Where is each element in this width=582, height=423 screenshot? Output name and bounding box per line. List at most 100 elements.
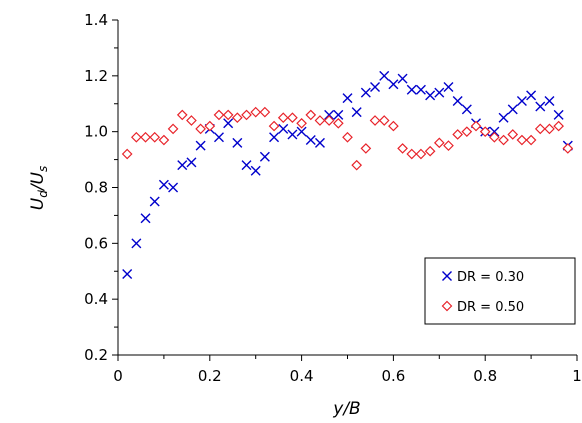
data-point-diamond	[351, 159, 363, 171]
data-point-x	[168, 182, 179, 193]
data-point-x	[535, 101, 546, 112]
data-point-x	[434, 87, 445, 98]
data-point-diamond	[176, 109, 188, 121]
data-point-x	[544, 95, 555, 106]
series-layer	[121, 70, 574, 280]
y-tick-label: 0.2	[84, 346, 108, 364]
data-point-diamond	[213, 109, 225, 121]
data-point-diamond	[415, 148, 427, 160]
data-point-x	[213, 132, 224, 143]
x-tick-label: 0.2	[198, 367, 222, 385]
data-point-diamond	[525, 134, 537, 146]
legend-marker-x	[442, 271, 452, 281]
data-point-x	[314, 137, 325, 148]
data-point-x	[259, 151, 270, 162]
y-axis: 0.2 0.4 0.6 0.8 1.0 1.2 1.4	[84, 11, 119, 364]
data-point-x	[158, 179, 169, 190]
series-1	[121, 106, 574, 171]
x-tick-label: 0.6	[381, 367, 405, 385]
data-point-diamond	[397, 143, 408, 154]
y-tick-label: 0.8	[84, 179, 108, 197]
data-point-x	[232, 137, 243, 148]
data-point-x	[195, 140, 206, 151]
data-point-diamond	[241, 109, 252, 121]
data-point-diamond	[305, 109, 317, 121]
data-point-diamond	[158, 134, 170, 146]
data-point-diamond	[544, 123, 555, 135]
data-point-diamond	[287, 112, 298, 124]
data-point-x	[379, 70, 390, 81]
data-point-x	[498, 112, 509, 123]
data-point-diamond	[461, 126, 473, 138]
data-point-diamond	[231, 112, 243, 124]
data-point-diamond	[479, 126, 491, 138]
y-axis-title-sub1: d	[36, 190, 50, 198]
data-point-diamond	[553, 120, 564, 132]
data-point-diamond	[131, 131, 142, 143]
data-point-x	[388, 79, 399, 90]
data-point-x	[397, 73, 408, 84]
x-tick-label: 0.8	[473, 367, 497, 385]
x-tick-label: 0	[113, 367, 123, 385]
data-point-diamond	[507, 129, 519, 140]
y-tick-label: 0.6	[84, 234, 108, 252]
data-point-diamond	[378, 115, 390, 126]
data-point-diamond	[443, 140, 454, 151]
data-point-x	[140, 213, 151, 224]
data-point-x	[287, 129, 298, 140]
data-point-diamond	[388, 120, 399, 132]
data-point-x	[149, 196, 160, 207]
data-point-x	[351, 107, 362, 118]
data-point-diamond	[121, 148, 133, 160]
data-point-diamond	[149, 131, 161, 143]
data-point-diamond	[222, 109, 234, 121]
x-tick-label: 1	[572, 367, 582, 385]
data-point-diamond	[534, 123, 546, 135]
data-point-x	[406, 84, 417, 95]
data-point-x	[333, 109, 344, 120]
y-tick-label: 1.2	[84, 67, 108, 85]
data-point-x	[305, 135, 316, 146]
data-point-x	[250, 165, 261, 176]
data-point-x	[507, 104, 518, 115]
data-point-diamond	[433, 137, 445, 149]
y-tick-label: 1.0	[84, 123, 108, 141]
y-axis-title-main: U	[28, 197, 48, 210]
data-point-x	[370, 82, 381, 92]
legend: DR = 0.30 DR = 0.50	[424, 257, 576, 325]
data-point-diamond	[277, 112, 289, 124]
data-point-diamond	[369, 115, 381, 126]
data-point-diamond	[250, 106, 262, 118]
data-point-x	[296, 126, 307, 137]
data-point-x	[516, 95, 527, 106]
legend-label: DR = 0.50	[457, 300, 524, 315]
data-point-diamond	[516, 134, 528, 146]
x-axis: 0 0.2 0.4 0.6 0.8 1	[113, 354, 582, 385]
legend-box	[424, 257, 576, 325]
data-point-diamond	[204, 120, 216, 132]
data-point-x	[122, 269, 133, 280]
y-axis-title: Ud/Us	[28, 166, 50, 211]
data-point-x	[241, 160, 252, 171]
data-point-x	[360, 87, 371, 98]
data-point-x	[278, 123, 289, 134]
data-point-diamond	[452, 129, 464, 140]
data-point-diamond	[424, 145, 436, 157]
data-point-diamond	[259, 106, 271, 118]
x-axis-title: y/B	[332, 399, 360, 419]
data-point-diamond	[314, 115, 326, 126]
y-axis-title-sub2: s	[36, 166, 50, 172]
data-point-x	[415, 84, 426, 95]
data-point-diamond	[470, 120, 482, 132]
x-tick-label: 0.4	[290, 367, 314, 385]
legend-marker-diamond	[441, 300, 453, 312]
legend-label: DR = 0.30	[457, 270, 524, 285]
y-tick-label: 1.4	[84, 11, 108, 29]
series-0	[122, 70, 573, 280]
data-point-x	[461, 104, 472, 115]
data-point-diamond	[562, 143, 574, 154]
data-point-x	[342, 93, 353, 104]
data-point-diamond	[342, 131, 353, 143]
data-point-x	[177, 160, 188, 171]
